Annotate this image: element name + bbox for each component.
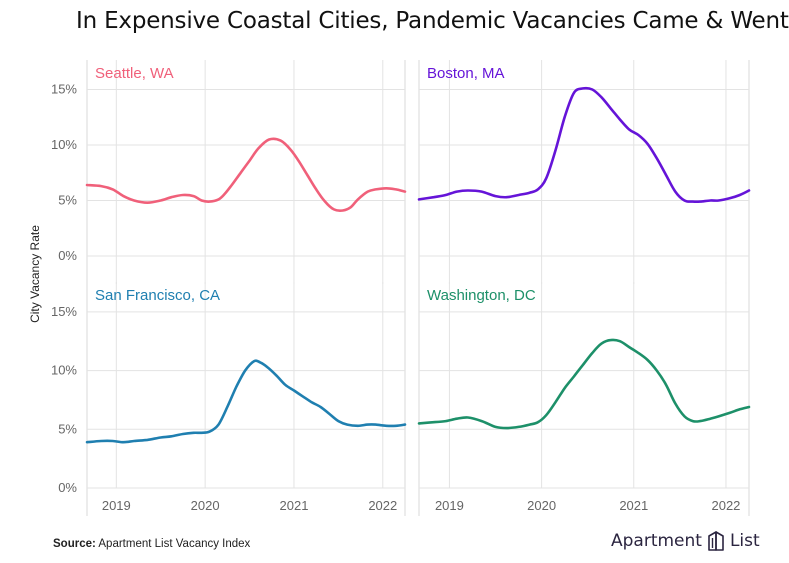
x-tick-label: 2021: [619, 498, 648, 513]
series-line-seattle-wa: [85, 137, 407, 213]
source-text: Apartment List Vacancy Index: [95, 538, 251, 550]
panel-title-seattle-wa: Seattle, WA: [95, 65, 174, 82]
x-tick-label: 2019: [102, 498, 131, 513]
y-tick-label: 15%: [51, 304, 77, 319]
y-tick-label: 5%: [58, 421, 77, 436]
x-tick-label: 2019: [435, 498, 464, 513]
logo-word-left: Apartment: [611, 531, 702, 551]
y-tick-label: 0%: [58, 480, 77, 495]
chart-title: In Expensive Coastal Cities, Pandemic Va…: [76, 8, 789, 34]
source-note: Source: Apartment List Vacancy Index: [53, 538, 250, 550]
y-axis-label: City Vacancy Rate: [28, 225, 42, 323]
y-tick-label: 10%: [51, 137, 77, 152]
x-tick-label: 2022: [711, 498, 740, 513]
x-tick-label: 2020: [191, 498, 220, 513]
y-tick-label: 15%: [51, 82, 77, 97]
x-tick-label: 2022: [368, 498, 397, 513]
source-label: Source:: [53, 538, 96, 550]
apartment-list-logo: Apartment List: [611, 530, 760, 552]
logo-word-right: List: [729, 531, 760, 551]
panel-title-san-francisco-ca: San Francisco, CA: [95, 287, 220, 304]
panel-title-washington-dc: Washington, DC: [427, 287, 536, 304]
series-line-washington-dc: [417, 338, 751, 430]
y-tick-label: 0%: [58, 248, 77, 263]
series-line-san-francisco-ca: [85, 359, 407, 444]
apartment-list-logo-icon: [708, 531, 724, 551]
x-tick-label: 2020: [527, 498, 556, 513]
x-tick-label: 2021: [280, 498, 309, 513]
y-tick-label: 10%: [51, 363, 77, 378]
series-line-boston-ma: [417, 86, 751, 204]
y-tick-label: 5%: [58, 193, 77, 208]
panel-title-boston-ma: Boston, MA: [427, 65, 505, 82]
